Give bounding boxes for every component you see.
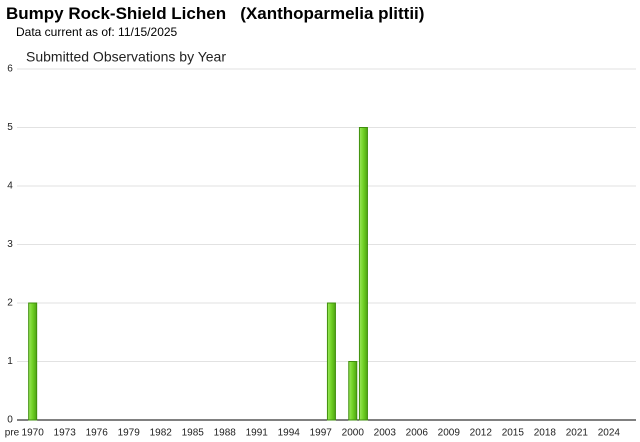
- chart-title: Submitted Observations by Year: [26, 49, 226, 65]
- bar: [28, 302, 38, 421]
- x-tick-label: 1991: [246, 428, 269, 439]
- y-tick-label: 1: [7, 356, 13, 367]
- x-tick-label: 1997: [310, 428, 333, 439]
- x-tick-label: 2021: [566, 428, 589, 439]
- y-tick-label: 2: [7, 298, 13, 309]
- x-tick-label: 2018: [534, 428, 557, 439]
- x-tick-label: 2012: [470, 428, 493, 439]
- x-tick-label: 2009: [438, 428, 461, 439]
- y-tick-label: 3: [7, 239, 13, 250]
- x-tick-label: 1985: [182, 428, 205, 439]
- page-subtitle: Data current as of: 11/15/2025: [16, 25, 178, 39]
- x-tick-label: 2024: [598, 428, 621, 439]
- x-tick-label: 1976: [86, 428, 109, 439]
- y-tick-label: 6: [7, 64, 13, 75]
- x-tick-label: 1979: [118, 428, 141, 439]
- x-tick-label: 2003: [374, 428, 397, 439]
- bar: [326, 302, 336, 421]
- page-title: Bumpy Rock-Shield Lichen (Xanthoparmelia…: [6, 4, 425, 23]
- x-tick-label: 2006: [406, 428, 429, 439]
- x-tick-label: 1982: [150, 428, 173, 439]
- y-tick-label: 5: [7, 122, 13, 133]
- x-tick-label: 1988: [214, 428, 237, 439]
- bar: [358, 127, 368, 421]
- x-tick-label: 2000: [342, 428, 365, 439]
- x-tick-label: 1973: [54, 428, 77, 439]
- x-tick-label: 1994: [278, 428, 301, 439]
- x-tick-label: pre: [5, 428, 20, 439]
- bar: [348, 361, 358, 421]
- y-tick-label: 4: [7, 181, 13, 192]
- x-tick-label: 2015: [502, 428, 525, 439]
- x-tick-label: 1970: [22, 428, 45, 439]
- y-tick-label: 0: [7, 415, 13, 426]
